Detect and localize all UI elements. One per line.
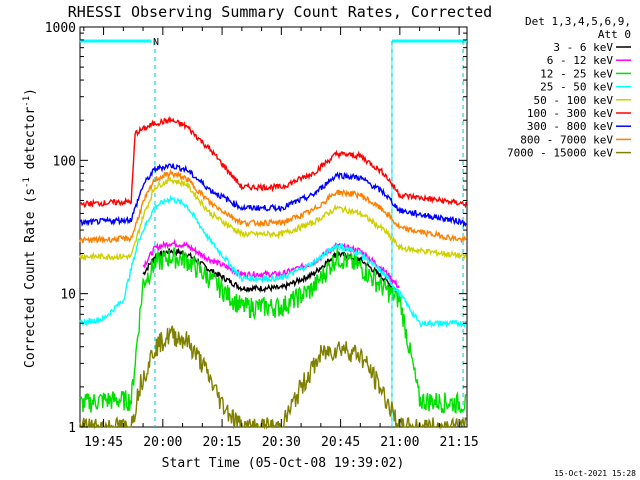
x-tick-label: 19:45 — [84, 435, 123, 450]
legend-label: 6 - 12 keV — [547, 54, 614, 67]
x-tick-label: 20:00 — [143, 435, 182, 450]
series-line-5 — [79, 115, 467, 209]
series-group — [79, 115, 467, 430]
legend-label: 800 - 7000 keV — [520, 133, 613, 146]
ylabel-close: ) — [23, 88, 38, 96]
y-tick-label: 1000 — [45, 21, 76, 36]
x-tick-label: 20:15 — [203, 435, 242, 450]
series-line-4 — [79, 175, 467, 262]
legend-header-line1: Det 1,3,4,5,6,9, — [525, 15, 631, 28]
y-tick-label: 10 — [60, 288, 76, 303]
footer-timestamp: 15-Oct-2021 15:28 — [554, 469, 636, 478]
y-tick-label: 1 — [68, 421, 76, 436]
series-line-7 — [79, 168, 467, 244]
x-tick-label: 21:00 — [380, 435, 419, 450]
x-axis-label: Start Time (05-Oct-08 19:39:02) — [162, 456, 405, 471]
y-ticks: 1 10 100 1000 — [45, 21, 467, 436]
x-tick-label: 21:15 — [440, 435, 479, 450]
legend-label: 3 - 6 keV — [553, 41, 613, 54]
series-line-3 — [79, 194, 467, 329]
ylabel-main: Corrected Count Rate (s — [23, 188, 38, 368]
ylabel-sup-2: -1 — [22, 96, 32, 107]
legend-label: 25 - 50 keV — [540, 81, 613, 94]
legend-header-line2: Att 0 — [598, 28, 631, 41]
legend-label: 12 - 25 keV — [540, 67, 613, 80]
y-axis-label: Corrected Count Rate (s-1 detector-1) — [22, 88, 38, 368]
legend-label: 7000 - 15000 keV — [507, 147, 613, 160]
series-line-6 — [79, 163, 467, 228]
legend-label: 100 - 300 keV — [527, 107, 613, 120]
series-line-2 — [79, 246, 467, 415]
chart-title: RHESSI Observing Summary Count Rates, Co… — [68, 3, 492, 21]
top-bar-label: N — [153, 37, 159, 48]
series-line-0 — [142, 246, 400, 297]
series-line-8 — [79, 325, 467, 430]
x-tick-label: 20:45 — [321, 435, 360, 450]
legend-label: 300 - 800 keV — [527, 120, 613, 133]
y-tick-label: 100 — [53, 154, 76, 169]
ylabel-tail: detector — [23, 107, 38, 178]
x-ticks: 19:45 20:00 20:15 20:30 20:45 21:00 21:15 — [83, 27, 479, 450]
ylabel-sup-1: -1 — [22, 177, 32, 188]
vertical-markers — [154, 41, 464, 427]
legend-label: 50 - 100 keV — [534, 94, 614, 107]
x-tick-label: 20:30 — [262, 435, 301, 450]
